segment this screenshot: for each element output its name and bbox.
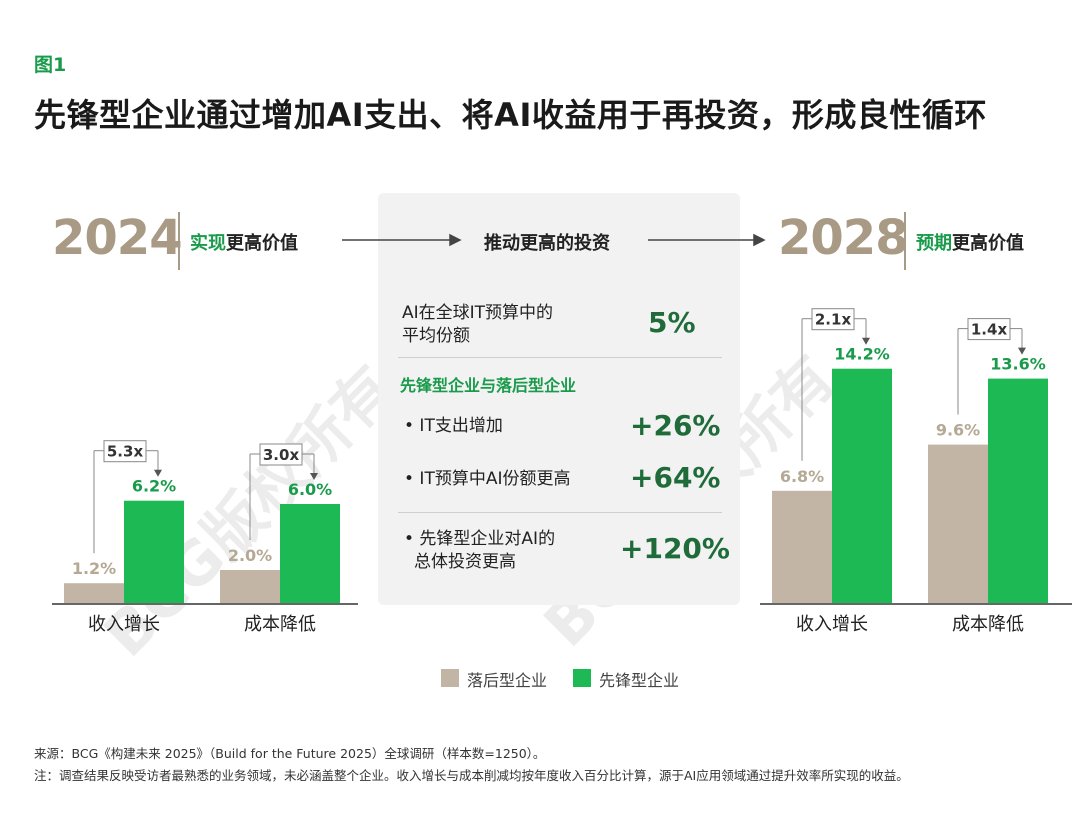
cat-2028-cost: 成本降低 xyxy=(952,614,1024,635)
year-2028: 2028 xyxy=(778,210,909,266)
cat-2024-revenue: 收入增长 xyxy=(88,614,160,635)
bar-2028-leaders-0 xyxy=(832,368,892,603)
page-title: 先锋型企业通过增加AI支出、将AI收益用于再投资，形成良性循环 xyxy=(34,96,987,134)
left-header-rest: 更高价值 xyxy=(226,233,298,254)
cat-2028-revenue: 收入增长 xyxy=(796,614,868,635)
divider-1 xyxy=(398,357,722,358)
bar-2024-leaders-1 xyxy=(280,504,340,603)
right-header-highlight: 预期 xyxy=(916,233,952,254)
label-2024-laggards-1: 2.0% xyxy=(228,546,272,565)
stat1-label-line1: AI在全球IT预算中的 xyxy=(402,303,554,323)
center-panel xyxy=(378,193,740,605)
cat-2024-cost: 成本降低 xyxy=(244,614,316,635)
multiplier-label: 3.0x xyxy=(263,446,300,464)
middle-header: 推动更高的投资 xyxy=(484,233,610,254)
baseline-2028 xyxy=(760,603,1072,605)
bracket-arrowhead xyxy=(862,337,870,345)
bullet2-value: +64% xyxy=(630,461,721,494)
multiplier-box xyxy=(967,318,1011,341)
bullet3-label-line2: 总体投资更高 xyxy=(414,552,516,572)
multiplier-label: 5.3x xyxy=(107,443,144,461)
right-header-rest: 更高价值 xyxy=(952,233,1024,254)
legend-label-laggards: 落后型企业 xyxy=(467,671,548,690)
bracket-arrowhead xyxy=(310,473,318,480)
legend-label-leaders: 先锋型企业 xyxy=(599,671,680,690)
right-header: 预期更高价值 xyxy=(916,229,1024,255)
multiplier-box xyxy=(811,308,855,331)
bullet3-label: • 先锋型企业对AI的 总体投资更高 xyxy=(404,528,555,574)
bar-2028-laggards-0 xyxy=(772,490,832,603)
figure-label: 图1 xyxy=(34,54,67,76)
stat1-value: 5% xyxy=(648,306,696,339)
comparison-subheading: 先锋型企业与落后型企业 xyxy=(400,376,577,395)
bar-2028-laggards-1 xyxy=(928,444,988,603)
flow-arrow-head-1 xyxy=(449,233,462,247)
footnote-source: 来源：BCG《构建未来 2025》（Build for the Future 2… xyxy=(34,746,546,761)
divider-2 xyxy=(398,512,722,513)
multiplier-label: 1.4x xyxy=(971,321,1008,339)
bar-2024-leaders-0 xyxy=(124,500,184,603)
bracket-arrowhead xyxy=(154,469,162,477)
label-2024-leaders-1: 6.0% xyxy=(288,480,332,499)
bullet1-label: • IT支出增加 xyxy=(404,416,503,436)
multiplier-box xyxy=(259,443,303,466)
year-2024: 2024 xyxy=(52,210,183,266)
bar-2024-laggards-0 xyxy=(64,583,124,603)
year-separator-right xyxy=(904,212,906,270)
legend-swatch-laggards xyxy=(441,669,459,687)
label-2028-laggards-1: 9.6% xyxy=(936,421,980,440)
left-header: 实现更高价值 xyxy=(190,229,298,255)
left-header-highlight: 实现 xyxy=(190,233,226,254)
bullet3-label-line1: • 先锋型企业对AI的 xyxy=(404,529,556,549)
bar-2028-leaders-1 xyxy=(988,378,1048,603)
flow-arrow-head-2 xyxy=(753,233,766,247)
multiplier-bracket-2028-1: 1.4x xyxy=(957,318,1026,415)
label-2024-laggards-0: 1.2% xyxy=(72,559,116,578)
stat1-label: AI在全球IT预算中的 平均份额 xyxy=(402,302,553,348)
label-2028-laggards-0: 6.8% xyxy=(780,467,824,486)
bullet1-value: +26% xyxy=(630,409,721,442)
baseline-2024 xyxy=(52,603,358,605)
label-2028-leaders-1: 13.6% xyxy=(990,355,1046,374)
stat1-label-line2: 平均份额 xyxy=(402,326,470,346)
footnote-note: 注：调查结果反映受访者最熟悉的业务领域，未必涵盖整个企业。收入增长与成本削减均按… xyxy=(34,768,909,783)
bullet2-label: • IT预算中AI份额更高 xyxy=(404,469,571,489)
multiplier-bracket-2024-1: 3.0x xyxy=(249,443,318,540)
bullet3-value: +120% xyxy=(620,532,730,565)
multiplier-bracket-2024-0: 5.3x xyxy=(93,440,162,554)
multiplier-box xyxy=(103,440,147,463)
legend-swatch-leaders xyxy=(573,669,591,687)
label-2028-leaders-0: 14.2% xyxy=(834,345,890,364)
bar-2024-laggards-1 xyxy=(220,570,280,603)
multiplier-label: 2.1x xyxy=(815,311,852,329)
bracket-arrowhead xyxy=(1018,347,1026,355)
multiplier-bracket-2028-0: 2.1x xyxy=(801,308,870,461)
label-2024-leaders-0: 6.2% xyxy=(132,477,176,496)
year-separator-left xyxy=(178,212,180,270)
